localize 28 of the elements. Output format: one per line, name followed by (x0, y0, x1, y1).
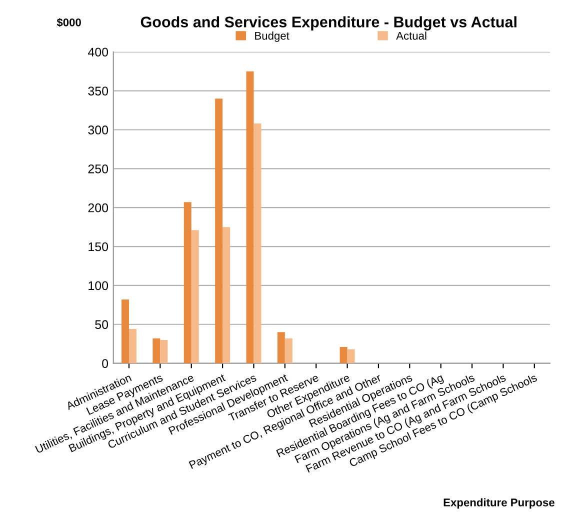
legend-label: Actual (396, 32, 426, 40)
y-tick-label: 400 (88, 48, 108, 57)
y-axis-title: $000 (56, 18, 81, 28)
bar (340, 346, 348, 364)
bar (254, 124, 262, 364)
y-tick-label: 150 (88, 242, 108, 252)
y-tick-label: 300 (88, 126, 108, 134)
y-tick-label: 350 (88, 86, 108, 96)
bar (184, 202, 192, 364)
chart-title: Goods and Services Expenditure - Budget vs Actual (140, 16, 516, 31)
y-tick-label: 200 (88, 203, 108, 212)
y-tick-label: 100 (88, 281, 108, 290)
bar (246, 71, 254, 364)
bar (160, 340, 168, 364)
y-tick-label: 250 (88, 164, 108, 174)
bar (191, 230, 199, 364)
legend-label: Budget (255, 32, 290, 42)
bar (122, 299, 129, 364)
bar (222, 227, 230, 364)
bar (215, 98, 223, 364)
bar (277, 332, 285, 364)
bar (347, 349, 355, 364)
bar (284, 338, 292, 364)
y-tick-label: 0 (102, 359, 108, 368)
x-axis-title: Expenditure Purpose (444, 498, 554, 509)
bar (152, 338, 160, 364)
bar (128, 329, 136, 364)
y-tick-label: 50 (95, 320, 108, 330)
